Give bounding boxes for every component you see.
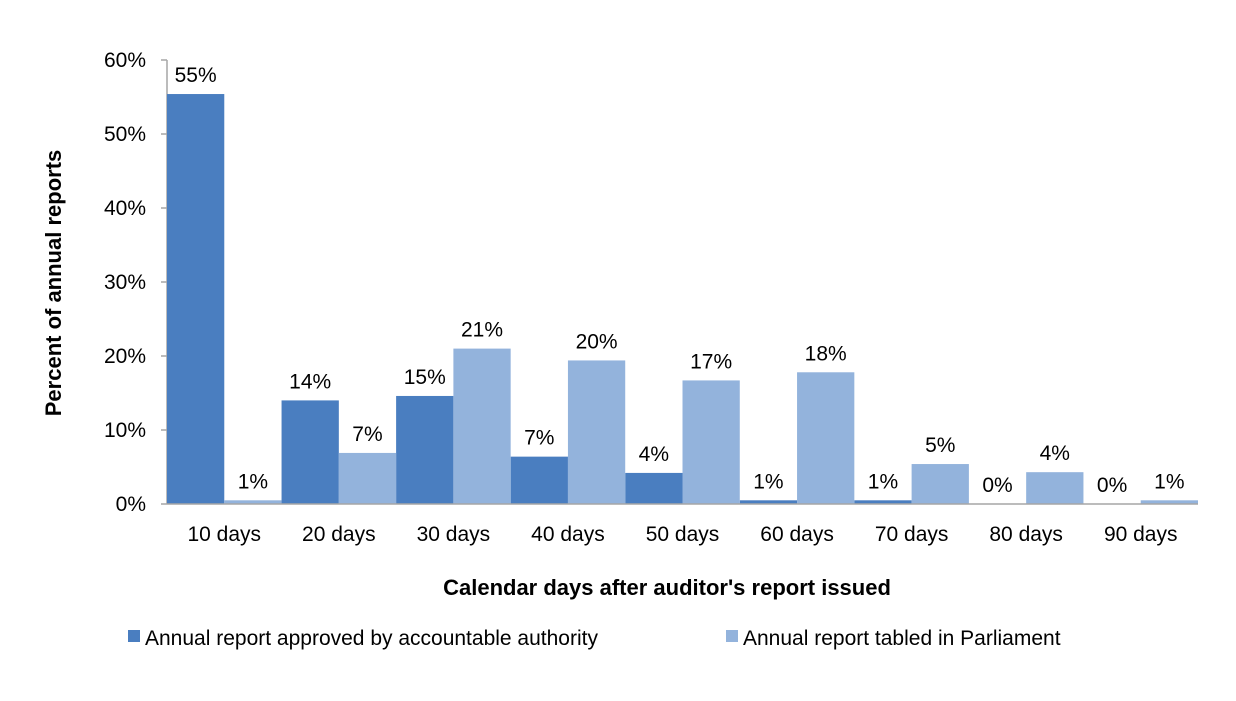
data-label: 7% [524,427,554,450]
legend-label-approved: Annual report approved by accountable au… [145,627,598,650]
x-tick-label: 80 days [989,523,1063,546]
data-label: 1% [238,470,268,493]
x-tick-label: 90 days [1104,523,1178,546]
x-tick-label: 70 days [875,523,949,546]
data-label: 21% [461,319,503,342]
x-axis-title: Calendar days after auditor's report iss… [443,575,891,600]
bar-tabled [453,348,511,504]
data-label: 14% [289,370,331,393]
bar-approved [510,456,568,504]
data-label: 1% [1154,470,1184,493]
bar-tabled [224,500,282,504]
data-label: 7% [352,423,382,446]
bars [167,94,1198,504]
bar-tabled [1026,472,1084,504]
data-label: 0% [982,474,1012,497]
y-tick-label: 40% [104,197,146,220]
legend: Annual report approved by accountable au… [128,627,1061,650]
x-tick-label: 30 days [417,523,491,546]
y-tick-label: 50% [104,123,146,146]
y-tick-label: 60% [104,49,146,72]
x-axis: 10 days 20 days 30 days 40 days 50 days 60 da… [167,503,1198,546]
bar-tabled [911,464,969,504]
bar-approved [281,400,339,504]
bar-approved [854,500,912,504]
y-tick-label: 20% [104,345,146,368]
bar-tabled [1140,500,1198,504]
data-label: 18% [805,342,847,365]
bar-tabled [567,360,626,504]
x-tick-label: 10 days [187,523,261,546]
bar-approved [167,94,225,504]
data-label: 5% [925,434,955,457]
y-tick-label: 0% [116,493,146,516]
data-label: 1% [868,470,898,493]
data-label: 20% [576,330,618,353]
data-label: 15% [404,366,446,389]
bar-tabled [682,380,740,504]
y-tick-label: 10% [104,419,146,442]
bar-tabled [338,452,397,504]
x-tick-label: 60 days [760,523,834,546]
bar-approved [396,395,454,504]
data-labels: 55% 14% 15% 7% 4% 1% 1% 0% 0% 1% 7% 21% 20% 17% 18% 5% 4… [175,64,1185,497]
data-label: 4% [1040,442,1070,465]
y-axis: 0% 10% 20% 30% 40% 50% 60% [104,49,168,516]
legend-swatch-tabled [726,630,738,642]
data-label: 4% [639,443,669,466]
data-label: 55% [175,64,217,87]
bar-tabled [797,372,855,504]
y-tick-label: 30% [104,271,146,294]
x-tick-label: 50 days [646,523,720,546]
data-label: 17% [690,350,732,373]
bar-approved [625,472,683,504]
bar-approved [739,500,798,504]
legend-label-tabled: Annual report tabled in Parliament [743,627,1061,650]
data-label: 0% [1097,474,1127,497]
data-label: 1% [753,470,783,493]
x-tick-label: 20 days [302,523,376,546]
y-axis-title: Percent of annual reports [41,150,66,417]
legend-swatch-approved [128,630,140,642]
x-tick-label: 40 days [531,523,605,546]
